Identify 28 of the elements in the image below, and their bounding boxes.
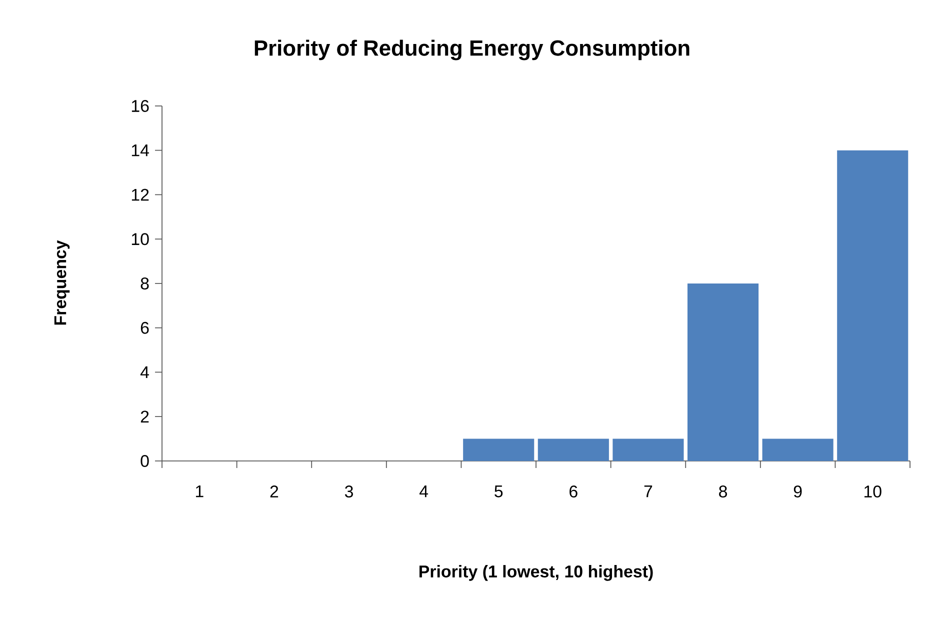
bar [687,283,759,461]
y-axis-title: Frequency [54,240,70,325]
y-tick-label: 6 [140,322,149,334]
chart-title: Priority of Reducing Energy Consumption [254,40,690,60]
x-tick-label: 2 [270,486,278,498]
y-tick-label: 14 [132,144,149,156]
y-tick-label: 16 [132,100,149,112]
x-tick-label: 10 [864,486,882,498]
x-tick-label: 4 [419,486,428,498]
bar [612,438,684,461]
x-tick-label: 8 [719,486,727,498]
y-tick-label: 12 [132,188,149,201]
x-tick-label: 5 [494,486,503,498]
x-tick-label: 7 [644,486,652,498]
y-tick-label: 8 [140,277,149,290]
bar [463,438,534,461]
y-tick-label: 4 [140,366,149,378]
x-tick-label: 3 [344,486,353,498]
x-axis-title: Priority (1 lowest, 10 highest) [420,565,653,581]
y-tick-label: 0 [140,454,149,467]
bar [762,438,834,461]
x-tick-label: 9 [794,486,802,498]
y-tick-label: 10 [132,233,149,246]
bar [538,438,609,461]
bar [837,150,908,461]
x-tick-label: 6 [570,486,578,498]
x-tick-label: 1 [196,486,204,498]
y-tick-label: 2 [140,410,149,423]
